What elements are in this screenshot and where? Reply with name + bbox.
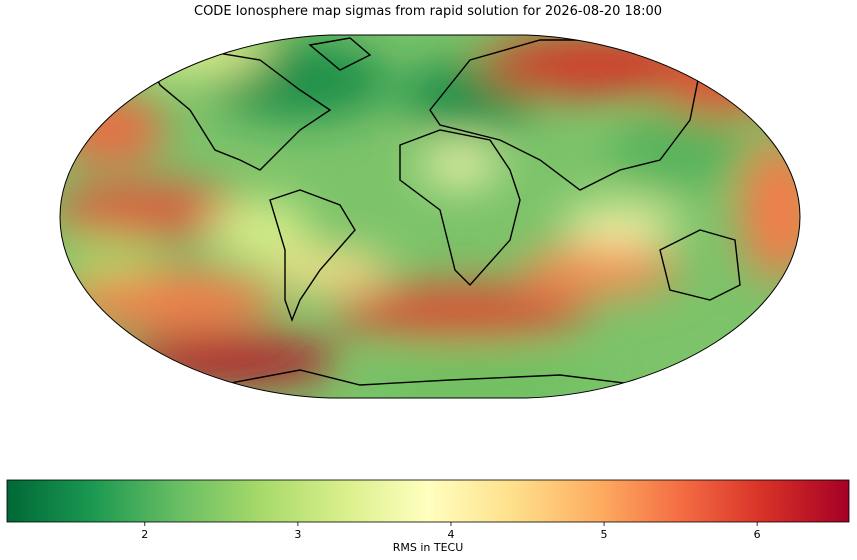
colorbar: RMS in TECU	[6, 479, 850, 554]
colorbar-gradient	[6, 479, 850, 523]
colorbar-tick-label: 6	[754, 528, 761, 541]
map-frame	[59, 34, 801, 399]
colorbar-tick-label: 3	[294, 528, 301, 541]
colorbar-tick-label: 4	[447, 528, 454, 541]
colorbar-label: RMS in TECU	[393, 541, 464, 554]
colorbar-tick-label: 5	[601, 528, 608, 541]
colorbar-tick-label: 2	[141, 528, 148, 541]
title: CODE Ionosphere map sigmas from rapid so…	[194, 4, 662, 19]
sigma-map	[60, 35, 800, 398]
